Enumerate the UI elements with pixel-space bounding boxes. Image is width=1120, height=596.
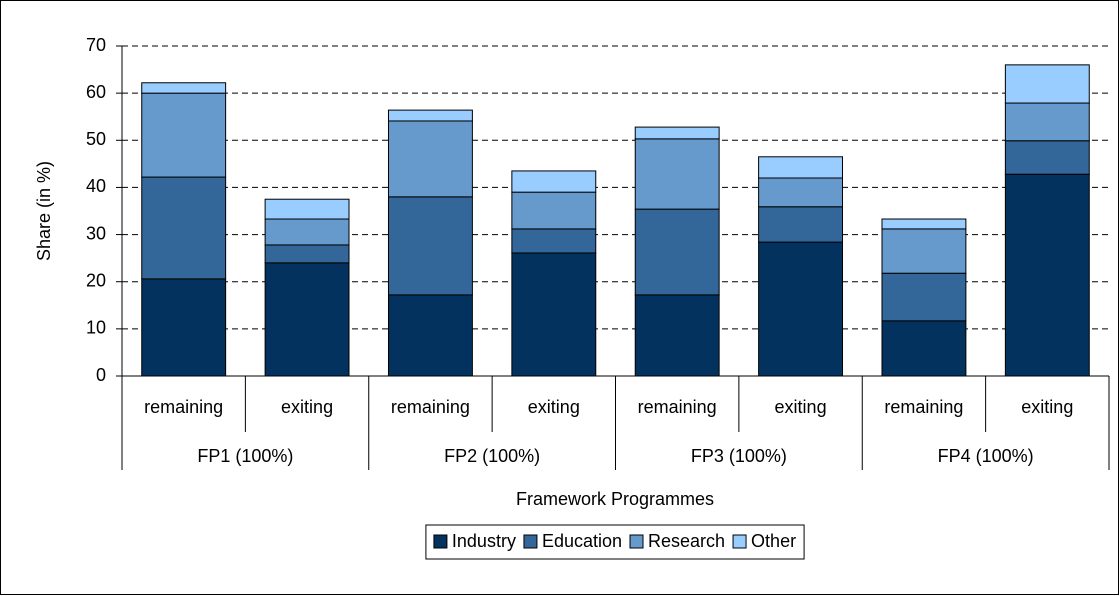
y-tick-label: 60 bbox=[86, 82, 106, 102]
bar-segment bbox=[264, 218, 350, 246]
bar-segment bbox=[881, 228, 967, 274]
bar-segment bbox=[511, 228, 597, 254]
y-tick-label: 40 bbox=[86, 176, 106, 196]
bar-segment bbox=[511, 170, 597, 193]
bar-segment bbox=[141, 176, 227, 280]
bar-segment bbox=[881, 272, 967, 322]
bar-segment bbox=[387, 120, 473, 198]
bar-segment bbox=[387, 109, 473, 122]
bar-segment bbox=[264, 244, 350, 264]
legend-swatch bbox=[523, 534, 538, 549]
bar-segment bbox=[1004, 140, 1090, 175]
legend-label: Other bbox=[751, 531, 796, 551]
bar-segment bbox=[141, 92, 227, 178]
bar-segment bbox=[758, 206, 844, 243]
bar-segment bbox=[1004, 102, 1090, 142]
legend-swatch bbox=[629, 534, 644, 549]
bar-segment bbox=[387, 196, 473, 296]
x-tick-label: exiting bbox=[528, 397, 580, 417]
y-tick-label: 70 bbox=[86, 35, 106, 55]
bar-segment bbox=[634, 138, 720, 210]
bar-segment bbox=[634, 126, 720, 140]
legend: Industry Education Research Other bbox=[425, 524, 805, 560]
bar-segment bbox=[511, 252, 597, 377]
bar-segment bbox=[758, 177, 844, 208]
bar-segment bbox=[141, 278, 227, 377]
legend-box bbox=[425, 524, 805, 560]
bar-segment bbox=[1004, 64, 1090, 104]
bar-segment bbox=[1004, 173, 1090, 377]
y-axis-title: Share (in %) bbox=[34, 161, 54, 261]
group-label: FP3 (100%) bbox=[691, 446, 787, 466]
bar-segment bbox=[758, 156, 844, 179]
bar-segment bbox=[264, 198, 350, 220]
legend-swatch bbox=[732, 534, 747, 549]
x-tick-label: remaining bbox=[144, 397, 223, 417]
y-tick-label: 50 bbox=[86, 129, 106, 149]
x-tick-label: remaining bbox=[638, 397, 717, 417]
y-tick-label: 20 bbox=[86, 270, 106, 290]
bar-segment bbox=[881, 320, 967, 377]
legend-label: Education bbox=[542, 531, 622, 551]
x-tick-label: remaining bbox=[391, 397, 470, 417]
legend-label: Industry bbox=[452, 531, 516, 551]
y-tick-label: 0 bbox=[96, 365, 106, 385]
group-label: FP2 (100%) bbox=[444, 446, 540, 466]
group-label: FP1 (100%) bbox=[197, 446, 293, 466]
bar-segment bbox=[758, 241, 844, 377]
y-tick-label: 10 bbox=[86, 318, 106, 338]
bar-segment bbox=[387, 294, 473, 377]
bar-segment bbox=[141, 82, 227, 94]
bar-segment bbox=[634, 208, 720, 296]
x-tick-label: remaining bbox=[884, 397, 963, 417]
bar-segment bbox=[264, 262, 350, 377]
x-tick-label: exiting bbox=[775, 397, 827, 417]
y-tick-label: 30 bbox=[86, 223, 106, 243]
bar-segment bbox=[511, 191, 597, 230]
bar-segment bbox=[634, 294, 720, 377]
x-axis-title: Framework Programmes bbox=[516, 489, 714, 509]
legend-label: Research bbox=[648, 531, 725, 551]
legend-swatch bbox=[433, 534, 448, 549]
bar-segment bbox=[881, 218, 967, 230]
x-tick-label: exiting bbox=[1021, 397, 1073, 417]
group-label: FP4 (100%) bbox=[938, 446, 1034, 466]
x-tick-label: exiting bbox=[281, 397, 333, 417]
